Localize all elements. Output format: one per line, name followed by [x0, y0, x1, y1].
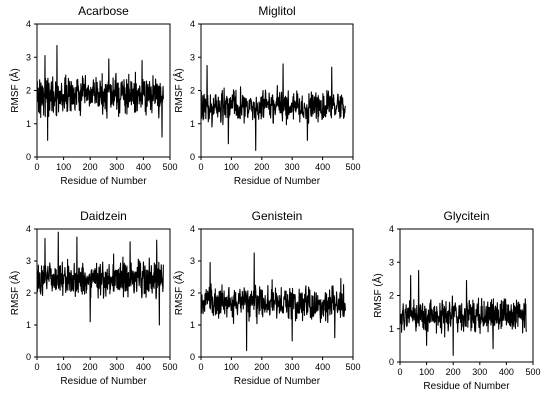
x-tick-label: 500 [162, 362, 177, 372]
y-tick-label: 2 [389, 291, 394, 301]
y-tick-label: 1 [26, 119, 31, 129]
y-axis-label: RMSF (Å) [371, 273, 384, 317]
x-tick-label: 200 [446, 367, 461, 377]
y-tick-label: 3 [190, 52, 195, 62]
y-tick-label: 4 [26, 224, 31, 234]
x-tick-label: 100 [224, 162, 239, 172]
y-tick-label: 1 [26, 320, 31, 330]
chart-panel-3: Daidzein 0 100 200 300 400 500 0 1 2 3 4 Residue of … [8, 209, 178, 387]
y-tick-label: 4 [389, 224, 394, 234]
x-tick-label: 400 [499, 367, 514, 377]
x-tick-label: 400 [136, 362, 151, 372]
x-tick-label: 300 [285, 362, 300, 372]
x-axis-label: Residue of Number [234, 376, 321, 387]
x-axis-label: Residue of Number [60, 176, 147, 187]
x-tick-label: 200 [83, 362, 98, 372]
y-tick-label: 2 [26, 86, 31, 96]
x-tick-label: 400 [136, 162, 151, 172]
y-axis-label: RMSF (Å) [172, 68, 185, 112]
rmsf-series-line [36, 45, 164, 141]
x-tick-label: 0 [34, 362, 39, 372]
x-tick-label: 0 [34, 162, 39, 172]
y-axis-label: RMSF (Å) [8, 271, 21, 315]
chart-title: Glycitein [443, 209, 489, 223]
x-tick-label: 300 [109, 362, 124, 372]
y-tick-label: 4 [190, 224, 195, 234]
x-axis-label: Residue of Number [234, 176, 321, 187]
x-tick-label: 0 [198, 362, 203, 372]
x-tick-label: 300 [285, 162, 300, 172]
x-tick-label: 500 [345, 162, 360, 172]
x-tick-label: 400 [315, 362, 330, 372]
y-tick-label: 0 [389, 357, 394, 367]
y-tick-label: 1 [190, 320, 195, 330]
x-axis-label: Residue of Number [423, 381, 510, 392]
x-tick-label: 500 [525, 367, 540, 377]
chart-panel-2: Miglitol 0 100 200 300 400 500 0 1 2 3 4 Residue of … [172, 4, 361, 187]
y-tick-label: 3 [389, 257, 394, 267]
chart-title: Daidzein [80, 209, 127, 223]
chart-title: Miglitol [258, 4, 295, 18]
x-tick-label: 100 [56, 162, 71, 172]
y-tick-label: 1 [389, 324, 394, 334]
x-tick-label: 200 [254, 362, 269, 372]
x-tick-label: 500 [345, 362, 360, 372]
chart-panel-4: Genistein 0 100 200 300 400 500 0 1 2 3 4 Residue of… [172, 209, 361, 387]
y-tick-label: 0 [26, 352, 31, 362]
y-axis-label: RMSF (Å) [172, 271, 185, 315]
y-tick-label: 2 [190, 86, 195, 96]
y-tick-label: 3 [26, 52, 31, 62]
y-tick-label: 1 [190, 119, 195, 129]
x-tick-label: 0 [198, 162, 203, 172]
rmsf-series-line [200, 63, 346, 151]
x-tick-label: 200 [83, 162, 98, 172]
y-axis-label: RMSF (Å) [8, 68, 21, 112]
x-axis-label: Residue of Number [60, 376, 147, 387]
chart-title: Acarbose [78, 4, 129, 18]
y-tick-label: 0 [190, 152, 195, 162]
chart-panel-5: Glycitein 0 100 200 300 400 500 0 1 2 3 4 Residue of… [371, 209, 541, 392]
x-tick-label: 100 [56, 362, 71, 372]
chart-panel-1: Acarbose 0 100 200 300 400 500 0 1 2 3 4 Residue of … [8, 4, 178, 187]
x-tick-label: 300 [109, 162, 124, 172]
rmsf-series-line [200, 252, 346, 352]
y-tick-label: 4 [190, 19, 195, 29]
x-tick-label: 500 [162, 162, 177, 172]
chart-title: Genistein [252, 209, 303, 223]
y-tick-label: 0 [26, 152, 31, 162]
y-tick-label: 2 [26, 288, 31, 298]
rmsf-series-line [399, 270, 527, 356]
y-tick-label: 3 [190, 256, 195, 266]
x-tick-label: 200 [254, 162, 269, 172]
x-tick-label: 400 [315, 162, 330, 172]
y-tick-label: 4 [26, 19, 31, 29]
y-tick-label: 2 [190, 288, 195, 298]
x-tick-label: 300 [472, 367, 487, 377]
x-tick-label: 100 [419, 367, 434, 377]
rmsf-series-line [36, 231, 164, 326]
x-tick-label: 100 [224, 362, 239, 372]
x-tick-label: 0 [397, 367, 402, 377]
y-tick-label: 3 [26, 256, 31, 266]
y-tick-label: 0 [190, 352, 195, 362]
